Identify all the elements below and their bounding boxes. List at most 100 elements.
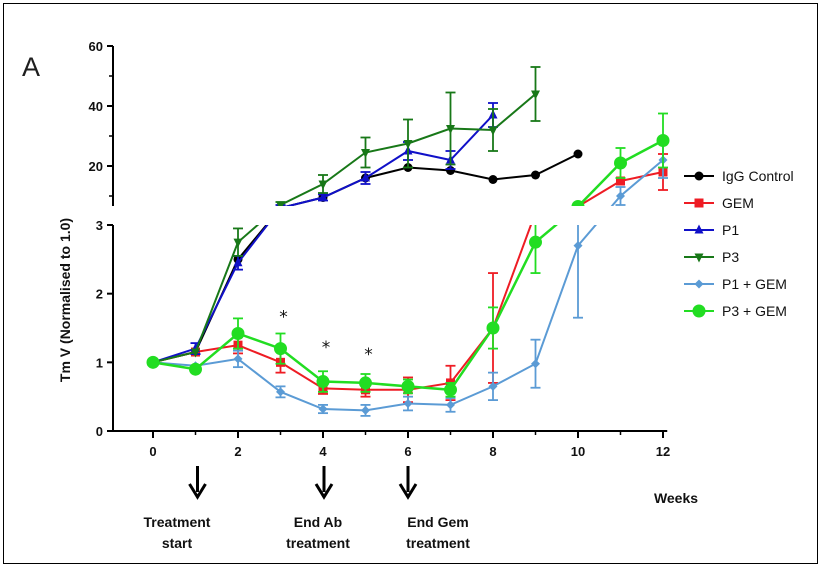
legend-entry: IgG Control xyxy=(684,168,794,184)
series-p3-gem xyxy=(146,112,670,398)
data-point xyxy=(531,170,540,180)
series-line xyxy=(277,93,537,206)
x-tick-label: 10 xyxy=(571,444,585,459)
annotation-text: treatment xyxy=(406,535,470,551)
annotation-text: start xyxy=(162,535,193,551)
treatment-annotation: End Gem treatment xyxy=(398,466,470,551)
data-point xyxy=(359,376,372,390)
data-point xyxy=(488,381,498,391)
legend-label: P3 xyxy=(722,249,739,265)
annotation-text: treatment xyxy=(286,535,350,551)
series-line xyxy=(152,225,260,364)
data-point xyxy=(146,355,160,369)
series-line xyxy=(152,225,268,364)
y-tick-label: 1 xyxy=(96,355,103,370)
treatment-annotation: End Ab treatment xyxy=(286,466,350,551)
overlay: * * * Treatment start End Ab treatment End Gem t… xyxy=(144,307,471,551)
y-tick-label: 2 xyxy=(96,287,103,302)
x-tick-label: 6 xyxy=(404,444,411,459)
x-tick-label: 8 xyxy=(489,444,496,459)
arrow-head xyxy=(188,483,207,500)
data-point xyxy=(694,224,704,234)
data-point xyxy=(573,241,583,251)
legend-entry: P3 + GEM xyxy=(684,303,787,319)
data-point xyxy=(616,176,625,186)
data-point xyxy=(361,405,370,415)
data-point xyxy=(318,192,328,201)
arrow-head xyxy=(398,483,418,500)
series-p1-gem xyxy=(148,141,668,417)
x-tick-label: 4 xyxy=(319,444,327,459)
figure-frame xyxy=(3,3,818,564)
series-line xyxy=(284,153,579,206)
data-point xyxy=(616,191,625,201)
y-tick-label: 0 xyxy=(96,424,103,439)
annotation-text: End Ab xyxy=(294,514,342,530)
data-point xyxy=(573,149,583,159)
legend: IgG Control GEM P1 P3 P1 + GEM P3 + GEM xyxy=(684,168,794,319)
x-unit-label: Weeks xyxy=(654,490,698,506)
data-point xyxy=(191,348,200,358)
series-p1 xyxy=(148,102,498,366)
data-point xyxy=(276,387,285,397)
series-gem xyxy=(148,153,668,404)
significance-marker: * xyxy=(279,307,288,327)
y-tick-label: 40 xyxy=(89,99,103,114)
data-point xyxy=(488,126,498,136)
data-point xyxy=(446,400,455,410)
data-point xyxy=(361,172,370,182)
x-tick-label: 0 xyxy=(149,444,156,459)
data-point xyxy=(488,175,498,184)
y-tick-label: 3 xyxy=(96,218,103,233)
annotation-text: End Gem xyxy=(407,514,468,530)
series-line xyxy=(152,225,269,364)
series-p3 xyxy=(148,66,541,368)
data-point xyxy=(529,235,542,249)
data-point xyxy=(403,399,413,409)
data-point xyxy=(656,134,670,147)
legend-label: P1 xyxy=(722,222,739,238)
series-line xyxy=(284,114,494,206)
legend-entry: P1 xyxy=(684,222,739,238)
data-point xyxy=(189,362,202,376)
data-point xyxy=(318,180,328,190)
data-point xyxy=(571,200,585,206)
series-layer xyxy=(146,66,670,417)
data-point xyxy=(361,149,370,158)
data-point xyxy=(694,253,704,263)
legend-label: P1 + GEM xyxy=(722,276,787,292)
data-point xyxy=(403,140,413,149)
data-point xyxy=(233,257,243,267)
x-tick-label: 12 xyxy=(656,444,670,459)
legend-entry: GEM xyxy=(684,195,754,211)
data-point xyxy=(274,342,287,356)
data-point xyxy=(318,404,328,414)
significance-marker: * xyxy=(364,345,373,365)
y-axis-label: Tm V (Normalised to 1.0) xyxy=(57,218,73,382)
data-point xyxy=(694,171,704,181)
legend-label: P3 + GEM xyxy=(722,303,787,319)
arrow-head xyxy=(314,483,334,500)
data-point xyxy=(233,354,243,364)
significance-marker: * xyxy=(322,338,331,358)
data-point xyxy=(694,198,704,208)
y-tick-label: 60 xyxy=(89,39,103,54)
data-point xyxy=(316,375,330,389)
data-point xyxy=(233,238,243,248)
data-point xyxy=(486,321,500,335)
data-point xyxy=(692,304,706,318)
treatment-annotation: Treatment start xyxy=(144,466,211,551)
data-point xyxy=(531,208,540,217)
panel-label: A xyxy=(22,52,41,82)
legend-label: IgG Control xyxy=(722,168,794,184)
annotation-text: Treatment xyxy=(144,514,211,530)
x-tick-label: 2 xyxy=(234,444,241,459)
y-tick-label: 20 xyxy=(89,159,103,174)
data-point xyxy=(401,379,415,393)
data-point xyxy=(531,359,540,369)
data-point xyxy=(694,279,704,289)
data-point xyxy=(231,326,245,340)
data-point xyxy=(531,90,540,100)
